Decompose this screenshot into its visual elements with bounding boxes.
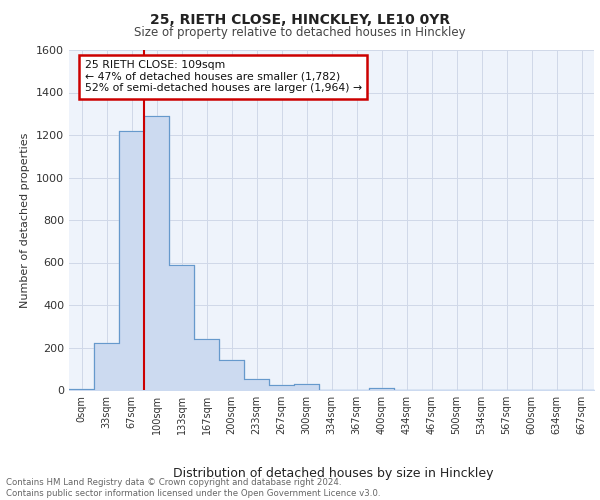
- Y-axis label: Number of detached properties: Number of detached properties: [20, 132, 31, 308]
- Text: 25 RIETH CLOSE: 109sqm
← 47% of detached houses are smaller (1,782)
52% of semi-: 25 RIETH CLOSE: 109sqm ← 47% of detached…: [85, 60, 362, 94]
- Text: Distribution of detached houses by size in Hinckley: Distribution of detached houses by size …: [173, 467, 493, 480]
- Text: Contains HM Land Registry data © Crown copyright and database right 2024.
Contai: Contains HM Land Registry data © Crown c…: [6, 478, 380, 498]
- Text: Size of property relative to detached houses in Hinckley: Size of property relative to detached ho…: [134, 26, 466, 39]
- Text: 25, RIETH CLOSE, HINCKLEY, LE10 0YR: 25, RIETH CLOSE, HINCKLEY, LE10 0YR: [150, 12, 450, 26]
